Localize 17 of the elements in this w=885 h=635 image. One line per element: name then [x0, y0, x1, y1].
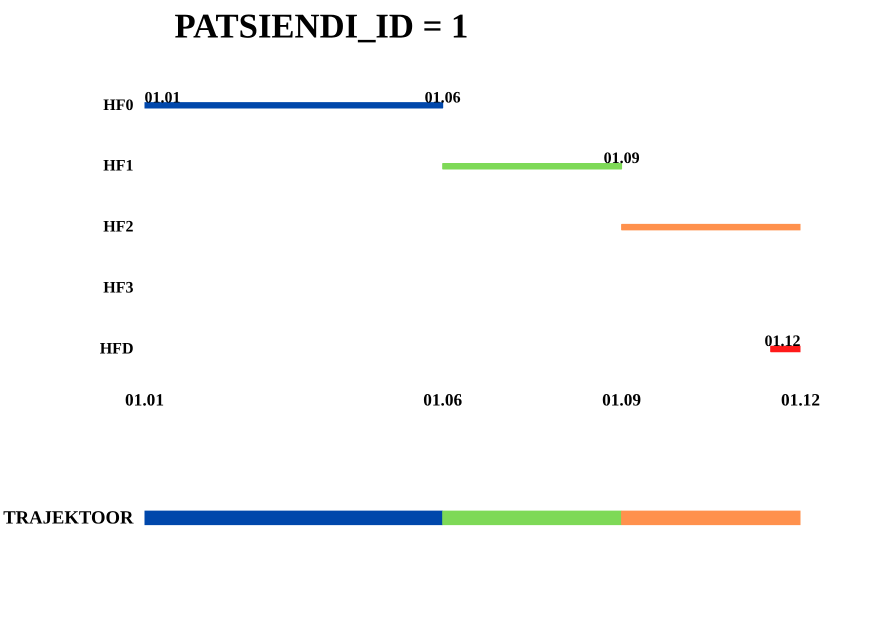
annotation: 01.12	[764, 332, 800, 350]
y-tick-label: HF0	[103, 96, 134, 114]
annotation: 01.09	[604, 150, 640, 168]
y-tick-label: HF3	[103, 280, 134, 297]
y-tick-label: HFD	[100, 340, 134, 358]
x-tick-label: 01.12	[781, 390, 820, 410]
bar	[442, 510, 622, 526]
chart-title: PATSIENDI_ID = 1	[174, 8, 468, 46]
y-tick-label: HF1	[103, 158, 134, 175]
x-tick-label: 01.01	[125, 390, 164, 410]
y-tick-label: HF2	[103, 218, 134, 236]
x-tick-label: 01.09	[602, 390, 642, 410]
bar	[144, 510, 444, 526]
y-tick-label: TRAJEKTOOR	[3, 507, 134, 528]
bar	[621, 510, 800, 526]
x-tick-label: 01.06	[423, 390, 463, 410]
annotation: 01.06	[424, 89, 461, 106]
